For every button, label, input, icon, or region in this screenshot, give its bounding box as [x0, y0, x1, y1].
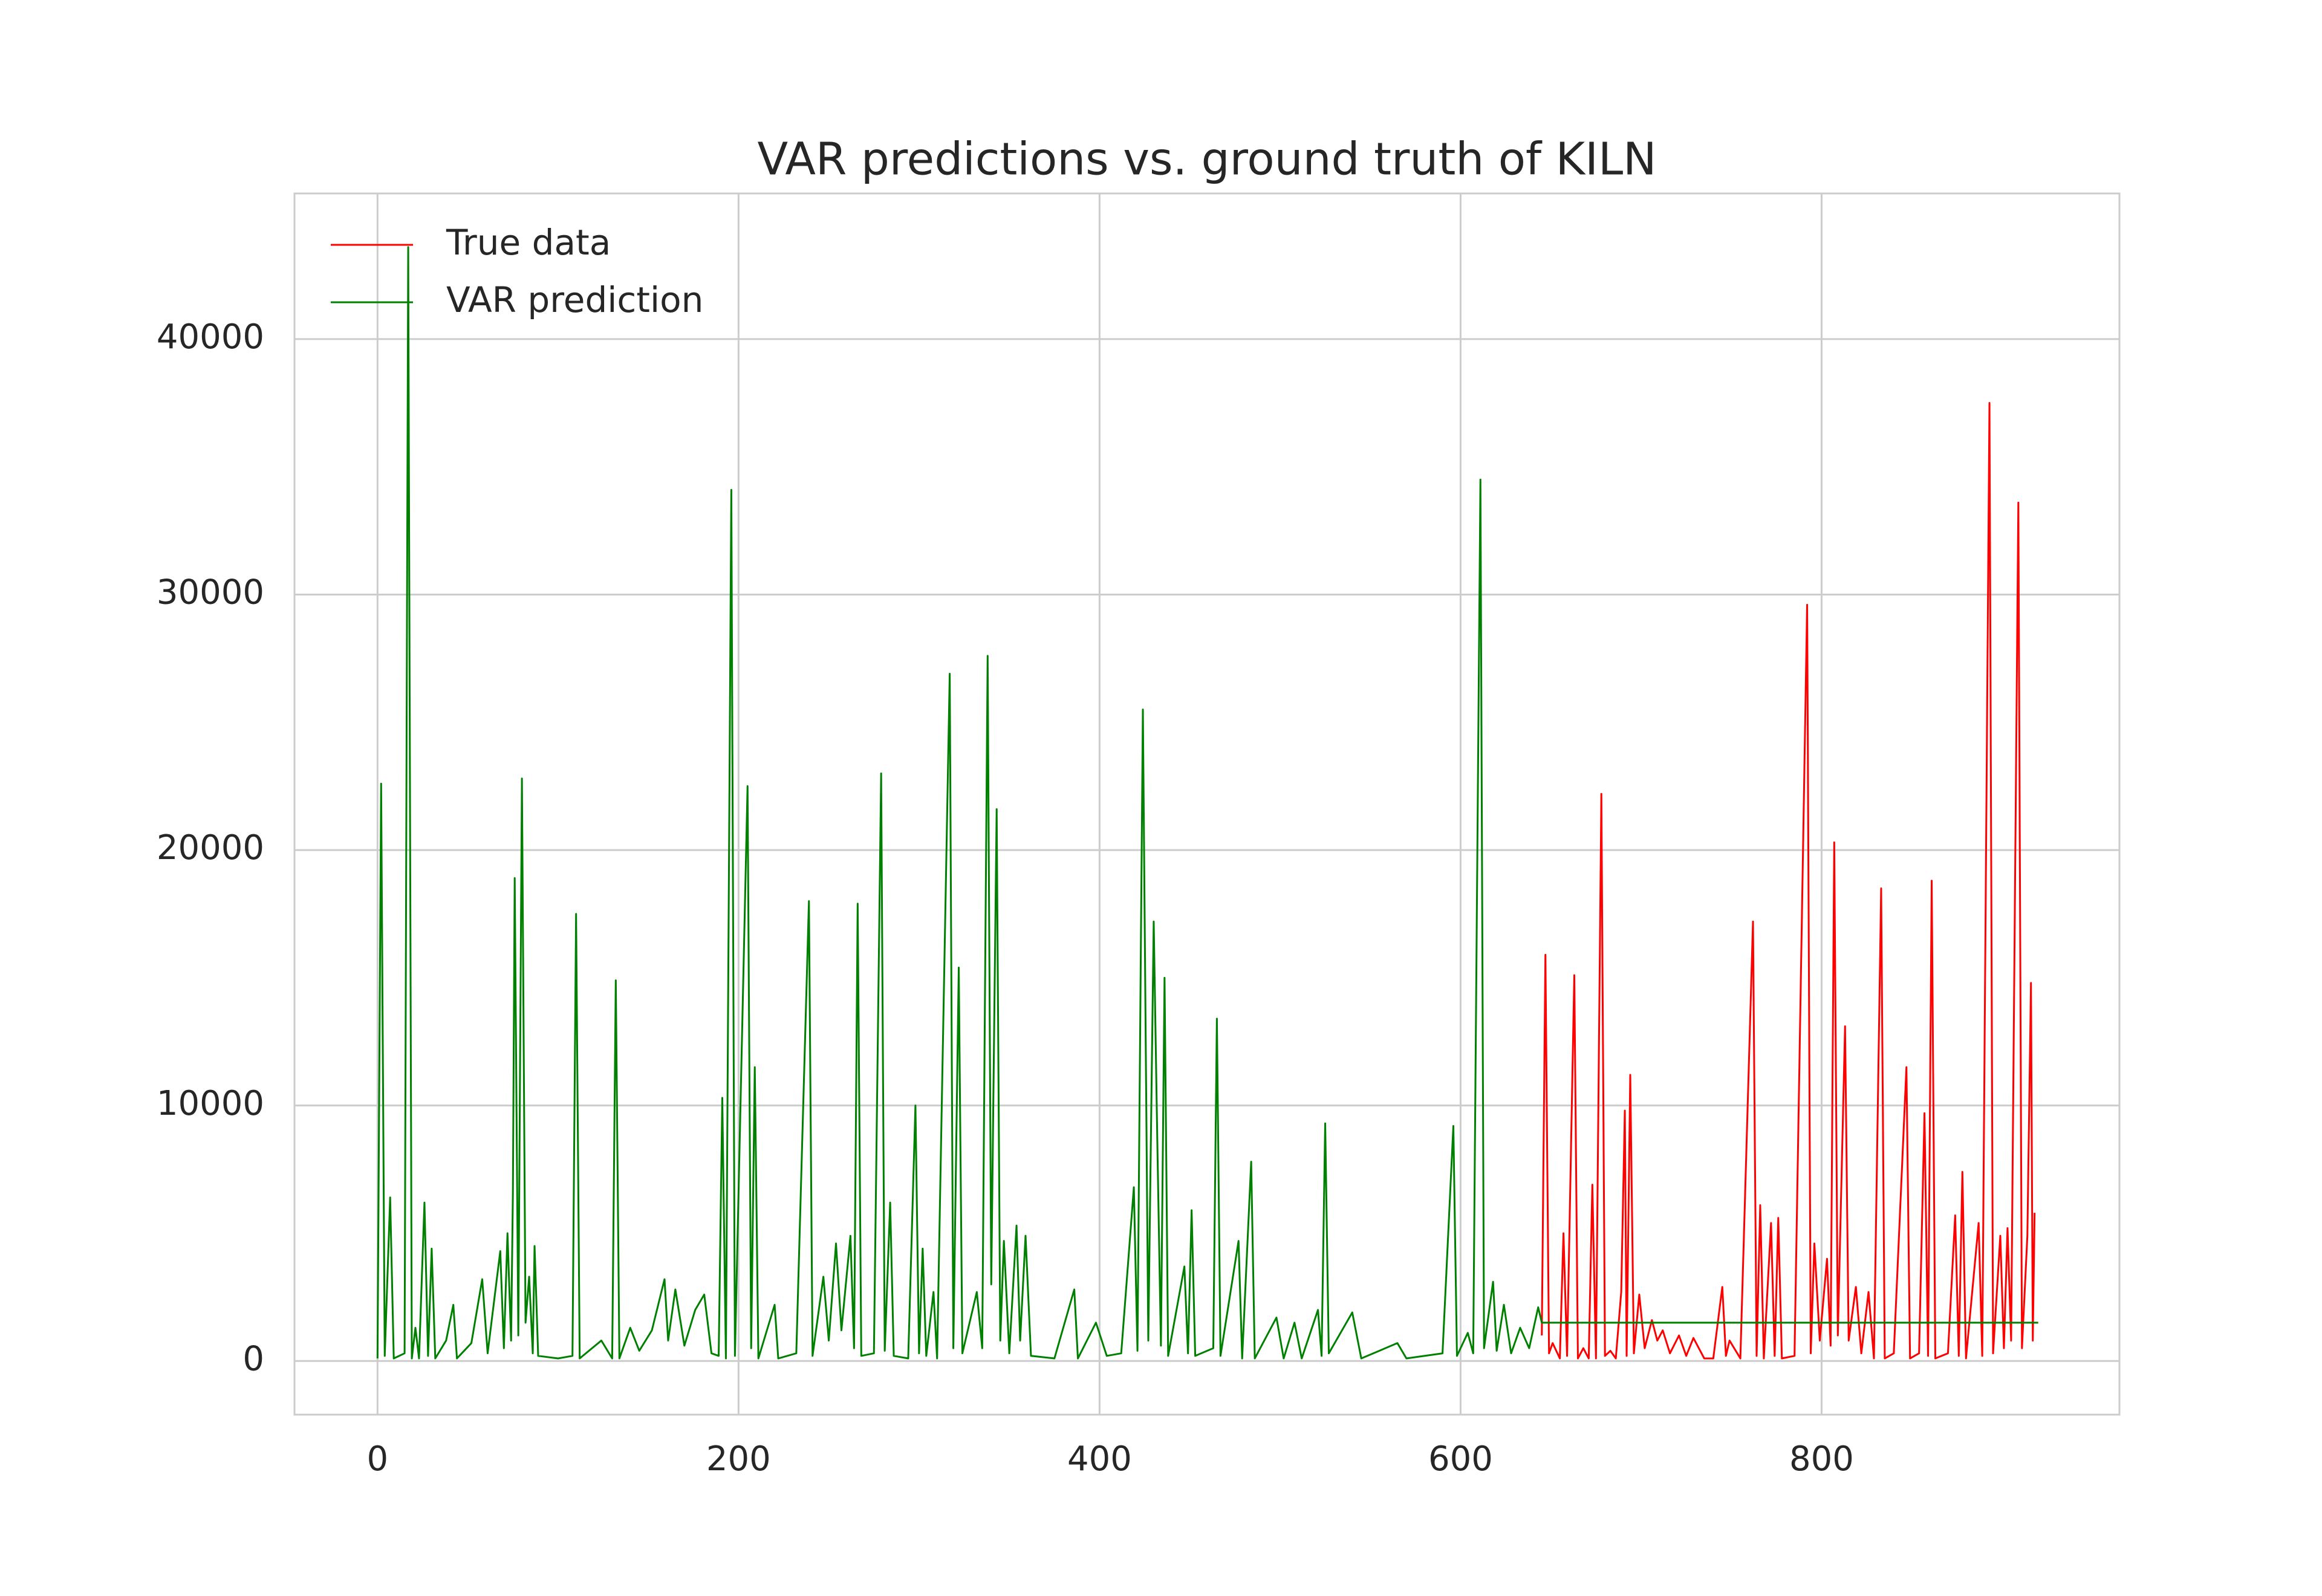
legend-label: VAR prediction [446, 279, 703, 320]
x-tick-label: 800 [1789, 1439, 1854, 1479]
x-tick-label: 400 [1067, 1439, 1132, 1479]
y-tick-label: 10000 [157, 1084, 264, 1123]
y-tick-label: 20000 [157, 828, 264, 868]
y-tick-label: 30000 [157, 573, 264, 612]
data-line [376, 246, 2038, 1360]
data-line [1541, 402, 2036, 1360]
plot-frame [293, 192, 2121, 1416]
x-tick-label: 0 [366, 1439, 388, 1479]
x-tick-label: 200 [706, 1439, 771, 1479]
x-tick-label: 600 [1428, 1439, 1493, 1479]
chart-title: VAR predictions vs. ground truth of KILN [757, 134, 1656, 186]
legend-label: True data [446, 222, 611, 263]
y-tick-label: 0 [242, 1339, 264, 1378]
y-tick-label: 40000 [157, 317, 264, 357]
